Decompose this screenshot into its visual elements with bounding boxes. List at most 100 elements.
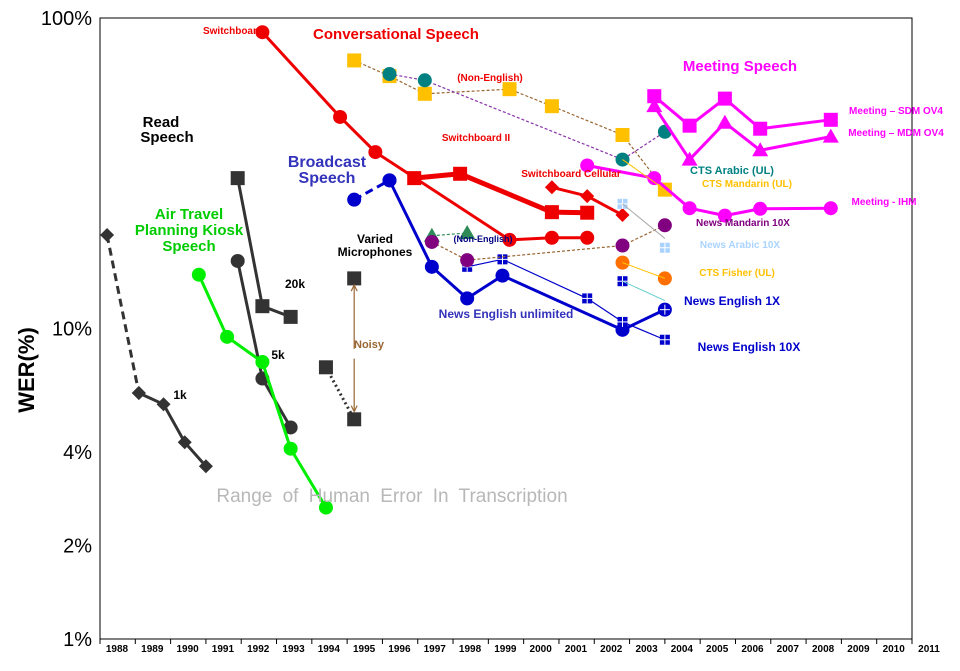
x-tick-label: 1997 bbox=[424, 644, 447, 655]
data-point-circle bbox=[333, 109, 348, 124]
x-tick-label: 1996 bbox=[388, 644, 411, 655]
annotation-label: News English 1X bbox=[684, 294, 780, 308]
x-tick-label: 2009 bbox=[847, 644, 870, 655]
annotation-label: Air Travel bbox=[155, 206, 223, 223]
series-read-speech-1k-early bbox=[100, 228, 146, 400]
data-point-square bbox=[347, 412, 362, 427]
series-line bbox=[431, 224, 666, 261]
data-point-circle bbox=[347, 192, 362, 207]
series-air-travel-planning-kiosk-speech bbox=[191, 267, 333, 515]
annotation-label: CTS Arabic (UL) bbox=[690, 165, 774, 177]
series-switchboard-ii bbox=[407, 166, 595, 220]
series-line bbox=[138, 391, 208, 468]
data-point-square bbox=[544, 205, 559, 220]
x-tick-label: 1995 bbox=[353, 644, 376, 655]
data-point-square bbox=[407, 171, 422, 186]
data-point-circle bbox=[255, 355, 270, 370]
human-error-label: Range of Human Error In Transcription bbox=[216, 486, 567, 507]
annotation-label: Meeting – MDM OV4 bbox=[848, 128, 944, 139]
x-tick-label: 1992 bbox=[247, 644, 270, 655]
annotation-label: Varied bbox=[357, 232, 393, 246]
data-point-circle bbox=[220, 329, 235, 344]
data-point-diamond bbox=[100, 228, 115, 243]
label-leader-line bbox=[622, 159, 666, 191]
data-point-square bbox=[502, 82, 517, 97]
data-point-circle bbox=[502, 232, 517, 247]
annotation-label: Switchboard bbox=[203, 26, 263, 37]
data-point-diamond bbox=[198, 459, 213, 474]
y-tick-label: 10% bbox=[52, 319, 92, 341]
x-tick-label: 2005 bbox=[706, 644, 729, 655]
annotation-label: Meeting - IHM bbox=[852, 197, 917, 208]
data-point-circle bbox=[580, 158, 595, 173]
annotation-label: Speech bbox=[140, 129, 193, 146]
data-point-circle bbox=[424, 234, 439, 249]
annotation-label: Switchboard II bbox=[442, 133, 511, 144]
data-point-square bbox=[647, 89, 662, 104]
label-leader-line bbox=[622, 262, 666, 279]
x-tick-label: 1994 bbox=[318, 644, 341, 655]
annotation-label: Meeting Speech bbox=[683, 58, 797, 75]
annotation-label: 5k bbox=[271, 348, 285, 362]
series-noisy bbox=[318, 360, 362, 427]
data-point-circle bbox=[283, 420, 298, 435]
x-tick-label: 2003 bbox=[635, 644, 658, 655]
annotation-label: News Arabic 10X bbox=[700, 240, 781, 251]
data-point-square bbox=[580, 205, 595, 220]
data-point-triangle bbox=[646, 98, 663, 113]
annotation-label: CTS Mandarin (UL) bbox=[702, 179, 792, 190]
data-point-circle bbox=[382, 67, 397, 82]
series-line bbox=[413, 171, 588, 216]
x-tick-label: 2002 bbox=[600, 644, 623, 655]
data-point-square bbox=[347, 271, 362, 286]
series-line bbox=[431, 232, 468, 237]
series-broadcast-speech-early bbox=[347, 173, 397, 207]
data-point-square bbox=[717, 91, 732, 106]
series-conversational-speech-switchboard- bbox=[255, 25, 595, 247]
data-point-circle bbox=[318, 500, 333, 515]
data-point-circle bbox=[495, 268, 510, 283]
data-point-square bbox=[255, 299, 270, 314]
data-point-circle bbox=[544, 230, 559, 245]
series-line bbox=[586, 163, 831, 218]
data-point-circle bbox=[424, 259, 439, 274]
annotation-label: Microphones bbox=[338, 245, 413, 259]
data-point-circle bbox=[460, 253, 475, 268]
data-point-circle bbox=[368, 145, 383, 160]
series-meeting-mdm-ov4 bbox=[646, 98, 839, 166]
annotation-label: Conversational Speech bbox=[313, 26, 479, 43]
x-tick-label: 2010 bbox=[883, 644, 906, 655]
annotation-label: 1k bbox=[173, 388, 187, 402]
x-tick-label: 2008 bbox=[812, 644, 835, 655]
label-leader-line bbox=[622, 280, 666, 302]
data-point-square bbox=[318, 360, 333, 375]
data-point-circle bbox=[717, 208, 732, 223]
data-point-square bbox=[823, 112, 838, 127]
series-varied-microphones bbox=[347, 271, 362, 286]
annotation-label: (Non-English) bbox=[457, 73, 523, 84]
annotation-label: Read bbox=[143, 114, 180, 131]
data-point-diamond bbox=[615, 208, 630, 223]
data-point-square bbox=[453, 166, 468, 181]
x-tick-label: 1999 bbox=[494, 644, 517, 655]
data-point-diamond bbox=[580, 189, 595, 204]
series-read-speech-20k bbox=[230, 171, 298, 324]
data-point-triangle bbox=[681, 151, 698, 166]
annotation-label: 20k bbox=[285, 277, 305, 291]
axes: 1% 2% 4% 10% 100% 1988 1989 1990 1991 1992 1993 199… bbox=[41, 8, 940, 655]
annotation-label: News English 10X bbox=[698, 340, 801, 354]
data-point-circle bbox=[417, 73, 432, 88]
annotation-label: Speech bbox=[162, 238, 215, 255]
data-point-square bbox=[615, 127, 630, 142]
annotation-label: Broadcast bbox=[288, 154, 367, 171]
data-point-diamond bbox=[131, 385, 146, 400]
data-point-circle bbox=[615, 238, 630, 253]
y-tick-label: 2% bbox=[63, 536, 92, 558]
data-point-circle bbox=[460, 291, 475, 306]
x-tick-label: 2007 bbox=[777, 644, 800, 655]
y-tick-label: 4% bbox=[63, 442, 92, 464]
annotation-label: News English unlimited bbox=[439, 307, 574, 321]
noisy-arrowhead bbox=[350, 405, 358, 413]
annotation-label: Switchboard Cellular bbox=[521, 169, 621, 180]
annotation-label: (Non-English) bbox=[454, 234, 513, 244]
